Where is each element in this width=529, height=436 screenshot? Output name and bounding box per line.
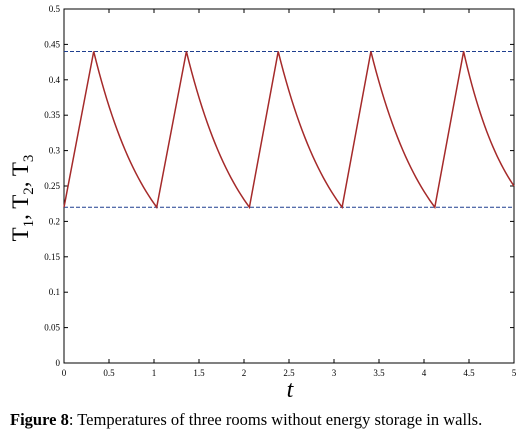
x-tick-label: 3	[332, 368, 337, 378]
x-axis-ticks: 0 0.5 1 1.5 2 2.5 3 3.5 4 4.5 5	[62, 9, 517, 378]
y-tick-label: 0.35	[44, 110, 60, 120]
y-tick-label: 0.2	[49, 216, 60, 226]
y-axis-label: T1, T2, T3	[8, 155, 37, 242]
x-tick-label: 1	[152, 368, 157, 378]
y-tick-label: 0.5	[49, 4, 61, 14]
y-tick-label: 0.4	[49, 75, 61, 85]
caption-label: Figure 8	[10, 410, 69, 429]
temperature-series-line	[63, 51, 515, 210]
y-tick-label: 0.25	[44, 181, 60, 191]
y-tick-label: 0.45	[44, 39, 60, 49]
figure-caption: Figure 8: Temperatures of three rooms wi…	[10, 410, 525, 430]
x-tick-label: 2.5	[283, 368, 295, 378]
x-tick-label: 0	[62, 368, 67, 378]
chart: 0 0.05 0.1 0.15 0.2 0.25 0.3 0.35 0.4 0.45 0.5 0 0.…	[8, 4, 517, 403]
caption-text: : Temperatures of three rooms without en…	[68, 410, 483, 429]
x-tick-label: 4.5	[463, 368, 475, 378]
plot-area-frame	[63, 8, 515, 364]
x-tick-label: 0.5	[103, 368, 115, 378]
series-group	[63, 51, 515, 210]
x-tick-label: 1.5	[193, 368, 205, 378]
y-tick-label: 0.1	[49, 287, 60, 297]
x-tick-label: 4	[422, 368, 427, 378]
y-tick-label: 0.15	[44, 252, 60, 262]
x-axis-label: t	[287, 377, 295, 403]
x-tick-label: 5	[512, 368, 517, 378]
reference-lines	[64, 50, 514, 208]
y-tick-label: 0.05	[44, 323, 60, 333]
y-tick-label: 0	[56, 358, 61, 368]
x-tick-label: 3.5	[373, 368, 385, 378]
y-axis-ticks: 0 0.05 0.1 0.15 0.2 0.25 0.3 0.35 0.4 0.45 0.5	[44, 4, 514, 368]
x-tick-label: 2	[242, 368, 247, 378]
y-tick-label: 0.3	[49, 146, 61, 156]
